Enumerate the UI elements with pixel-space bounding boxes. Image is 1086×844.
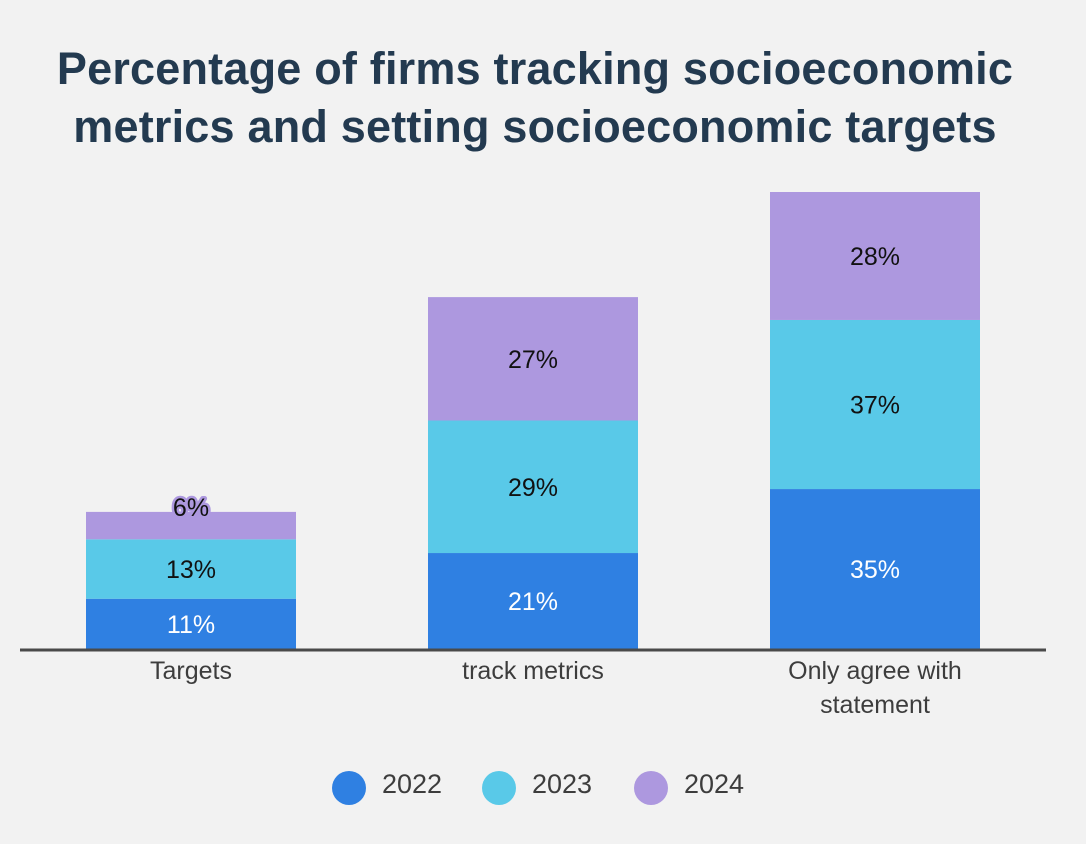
legend-label-2022: 2022: [382, 769, 442, 799]
legend: 2022 2023 2024: [332, 769, 744, 805]
bar-segment-2023-1: [428, 420, 638, 554]
data-label-2022-1: 21%: [508, 588, 558, 616]
legend-item-2022: 2022: [332, 769, 442, 805]
data-label-2022-2: 35%: [850, 556, 900, 584]
data-label-2023-0: 13%: [166, 556, 216, 584]
legend-label-2023: 2023: [532, 769, 592, 799]
bar-segment-2022-2: [770, 489, 980, 649]
segment-labels-layer: 11% 13% 6% 21% 29% 27% 35% 37% 28%: [166, 243, 900, 639]
data-label-2023-1: 29%: [508, 474, 558, 502]
bar-segment-2024-2: [770, 192, 980, 320]
legend-swatch-2022: [332, 771, 366, 805]
data-label-2024-1: 27%: [508, 346, 558, 374]
bar-segment-2022-0: [86, 598, 296, 649]
bars-layer: [86, 192, 980, 649]
data-label-2024-0: 6%: [173, 494, 209, 522]
bar-segment-2023-0: [86, 539, 296, 599]
chart-title: Percentage of firms tracking socioeconom…: [56, 43, 1014, 152]
legend-swatch-2023: [482, 771, 516, 805]
legend-item-2023: 2023: [482, 769, 592, 805]
category-label-0-0: Targets: [150, 657, 232, 685]
bar-segment-2024-0: [86, 511, 296, 540]
category-labels-layer: Targets track metrics Only agree with state…: [150, 657, 962, 719]
category-label-2-1: statement: [820, 691, 930, 719]
bar-segment-2022-1: [428, 553, 638, 649]
bar-segment-2023-2: [770, 319, 980, 490]
data-label-2023-2: 37%: [850, 392, 900, 420]
data-label-2024-2: 28%: [850, 243, 900, 271]
legend-item-2024: 2024: [634, 769, 744, 805]
data-label-2022-0: 11%: [167, 611, 215, 639]
category-label-2-0: Only agree with: [788, 657, 962, 685]
legend-swatch-2024: [634, 771, 668, 805]
legend-label-2024: 2024: [684, 769, 744, 799]
category-label-1-0: track metrics: [462, 657, 604, 685]
bar-segment-2024-1: [428, 297, 638, 421]
